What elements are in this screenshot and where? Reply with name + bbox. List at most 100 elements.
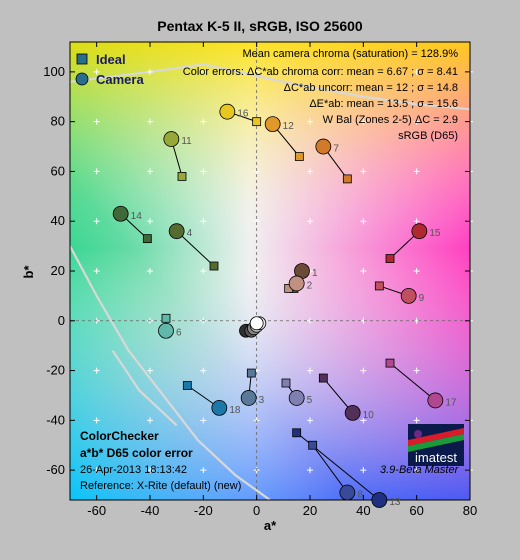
y-tick-label: 40	[51, 213, 65, 228]
grid-plus	[200, 218, 207, 225]
grid-plus	[200, 168, 207, 175]
y-tick-label: 100	[43, 64, 65, 79]
x-tick-label: 0	[253, 503, 260, 518]
ideal-marker-11	[177, 172, 187, 181]
patch-label-8: 8	[357, 490, 363, 501]
camera-marker-13	[371, 492, 388, 508]
camera-marker-15	[411, 223, 428, 240]
grid-plus	[93, 218, 100, 225]
camera-marker-6	[158, 322, 174, 339]
ideal-marker-5	[281, 378, 291, 388]
ideal-marker-6	[161, 313, 171, 323]
patch-label-6: 6	[176, 328, 182, 339]
grid-plus	[360, 118, 367, 125]
grid-plus	[413, 168, 420, 175]
grid-plus	[147, 68, 153, 75]
y-tick-label: 80	[51, 114, 65, 129]
grid-plus	[360, 218, 367, 225]
grid-plus	[307, 68, 313, 75]
x-tick-label: -60	[87, 503, 106, 518]
camera-marker-3	[240, 390, 257, 406]
caption-subtitle: a*b* D65 color error	[80, 446, 193, 460]
grid-plus	[200, 68, 207, 75]
patch-label-1: 1	[312, 268, 318, 279]
chart-title: Pentax K-5 II, sRGB, ISO 25600	[157, 18, 363, 34]
grid-plus	[200, 367, 207, 374]
gamut-line	[111, 350, 178, 427]
version-label: 3.9-Beta Master	[380, 464, 460, 476]
grid-plus	[93, 417, 100, 424]
camera-marker-2	[288, 275, 305, 292]
grid-plus	[360, 367, 367, 374]
info-line-4: ΔE*ab: mean = 13.5 ; σ = 15.6	[309, 98, 458, 110]
camera-marker-14	[112, 205, 129, 222]
camera-marker-18	[211, 400, 228, 416]
plot-background	[70, 42, 470, 500]
ideal-marker-15	[385, 254, 395, 263]
legend-camera-marker	[75, 72, 89, 86]
grid-plus	[413, 467, 420, 474]
grid-plus	[147, 218, 153, 225]
grid-plus	[200, 118, 207, 125]
grid-plus	[93, 68, 100, 75]
caption-reference: Reference: X-Rite (default) (new)	[80, 480, 241, 492]
legend-camera-label: Camera	[96, 72, 144, 87]
camera-marker-5	[288, 390, 305, 406]
x-tick-label: 60	[409, 503, 423, 518]
grid-plus	[360, 417, 367, 424]
y-tick-label: -20	[46, 363, 65, 378]
x-tick-label: 40	[356, 503, 370, 518]
y-axis-label: b*	[21, 265, 36, 279]
camera-marker-4	[168, 223, 185, 240]
ideal-marker-3	[246, 368, 256, 378]
ideal-marker-8	[308, 440, 318, 450]
patch-label-15: 15	[429, 228, 441, 239]
grid-plus	[307, 367, 313, 374]
patch-label-2: 2	[307, 280, 313, 291]
grid-plus	[147, 417, 153, 424]
grid-plus	[307, 168, 313, 175]
grid-plus	[200, 467, 207, 474]
camera-marker-17	[427, 392, 444, 409]
camera-marker-7	[315, 138, 332, 155]
patch-label-4: 4	[187, 228, 193, 239]
patch-label-18: 18	[229, 405, 241, 416]
legend: Ideal Camera	[75, 52, 144, 87]
grid-plus	[93, 367, 100, 374]
grid-plus	[93, 268, 100, 274]
neutral-marker-6	[249, 316, 264, 331]
x-axis-label: a*	[264, 518, 277, 533]
ideal-marker-16	[252, 117, 262, 127]
ideal-marker-4	[209, 261, 219, 271]
grid-plus	[360, 168, 367, 175]
grid-plus	[413, 118, 420, 125]
grid-plus	[93, 467, 100, 474]
x-tick-label: -20	[194, 503, 213, 518]
patch-label-3: 3	[259, 395, 265, 406]
grid-plus	[360, 268, 367, 274]
info-line-3: ΔC*ab uncorr: mean = 12 ; σ = 14.8	[284, 82, 458, 94]
legend-ideal-label: Ideal	[96, 52, 126, 67]
grid-plus	[413, 417, 420, 424]
ideal-marker-13	[292, 428, 302, 438]
grid-plus	[307, 218, 313, 225]
camera-marker-16	[219, 103, 236, 120]
camera-marker-9	[400, 287, 417, 304]
error-line-4	[176, 230, 215, 267]
camera-marker-10	[344, 404, 361, 421]
camera-marker-11	[163, 131, 180, 147]
grid-plus	[147, 367, 153, 374]
ideal-marker-18	[182, 381, 192, 390]
ideal-marker-10	[318, 373, 328, 383]
y-tick-label: -40	[46, 412, 65, 427]
grid-plus	[200, 417, 207, 424]
patch-label-10: 10	[363, 410, 375, 421]
axes: -60 -40 -20 0 20 40 60 80 -60 -40 -20 0 20 40 60 80 100	[43, 41, 477, 518]
caption-colorchecker: ColorChecker	[80, 429, 159, 443]
chart-caption: ColorChecker a*b* D65 color error 26-Apr…	[80, 429, 241, 492]
logo-text: imatest	[415, 450, 457, 465]
grid-plus	[413, 367, 420, 374]
y-tick-label: -60	[46, 462, 65, 477]
